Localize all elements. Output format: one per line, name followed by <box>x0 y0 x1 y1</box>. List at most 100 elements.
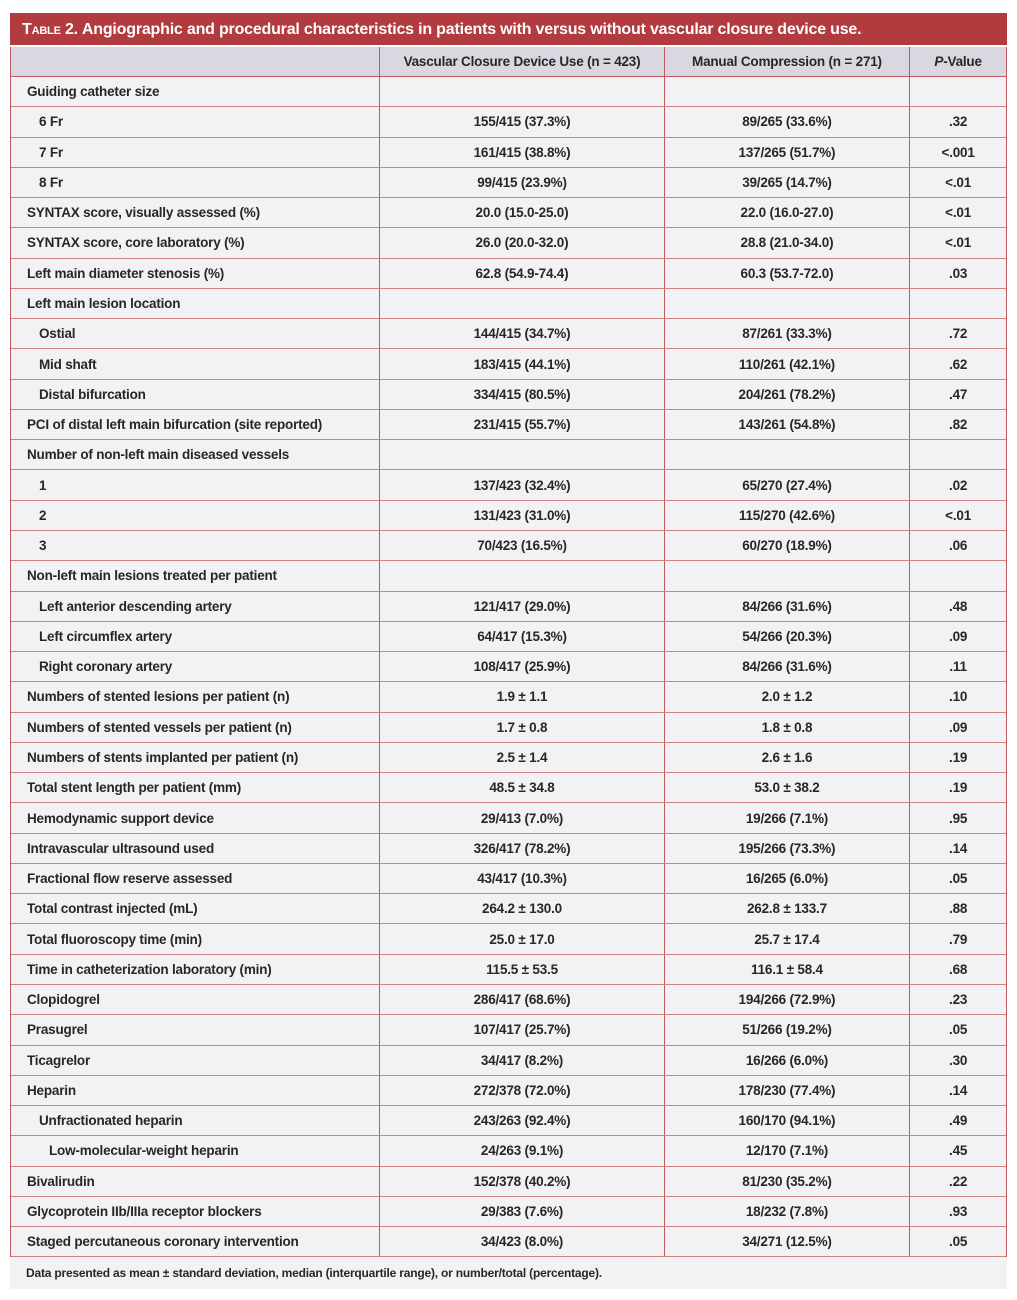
cell-mc: 60.3 (53.7-72.0) <box>663 258 910 288</box>
table-row: Heparin 272/378 (72.0%) 178/230 (77.4%) .14 <box>11 1075 1006 1107</box>
cell-mc: 12/170 (7.1%) <box>663 1136 909 1166</box>
cell-mc: 160/170 (94.1%) <box>663 1106 910 1136</box>
cell-p: .23 <box>909 984 1006 1015</box>
cell-mc: 89/265 (33.6%) <box>663 107 910 137</box>
cell-mc: 143/261 (54.8%) <box>663 409 910 440</box>
cell-vcd: 26.0 (20.0-32.0) <box>379 228 663 258</box>
row-label: Fractional flow reserve assessed <box>27 871 233 887</box>
cell-p: .14 <box>909 1075 1006 1106</box>
table-row: Ostial 144/415 (34.7%) 87/261 (33.3%) .72 <box>11 319 1006 350</box>
cell-p: <.001 <box>909 137 1006 167</box>
table-rows: Guiding catheter size 6 Fr 155/415 (37.3%)… <box>11 77 1006 1258</box>
cell-p: .95 <box>909 803 1006 833</box>
cell-vcd: 34/417 (8.2%) <box>379 1045 663 1075</box>
table-row: Mid shaft 183/415 (44.1%) 110/261 (42.1%).… <box>11 349 1006 380</box>
cell-p: .05 <box>909 1227 1006 1257</box>
cell-vcd: 121/417 (29.0%) <box>379 591 663 621</box>
cell-vcd: 25.0 ± 17.0 <box>379 924 663 954</box>
cell-vcd: 161/415 (38.8%) <box>379 137 663 167</box>
table-row: Fractional flow reserve assessed 43/417 (… <box>11 863 1006 895</box>
row-label: Low-molecular-weight heparin <box>49 1143 239 1159</box>
row-label: Total contrast injected (mL) <box>27 901 198 917</box>
cell-p: .30 <box>909 1045 1006 1075</box>
table-row: Distal bifurcation 334/415 (80.5%) 204/261… <box>11 379 1006 410</box>
table-row: Clopidogrel 286/417 (68.6%) 194/266 (72.9%… <box>11 984 1006 1016</box>
cell-mc: 53.0 ± 38.2 <box>663 773 910 803</box>
table-row: 8 Fr 99/415 (23.9%) 39/265 (14.7%) <.01 <box>11 167 1006 199</box>
cell-p: .72 <box>909 319 1006 349</box>
cell-p: .19 <box>909 742 1006 773</box>
cell-vcd: 2.5 ± 1.4 <box>379 742 663 773</box>
row-label: SYNTAX score, core laboratory (%) <box>27 235 245 251</box>
cell-vcd: 1.9 ± 1.1 <box>379 682 663 712</box>
table-row: Bivalirudin 152/378 (40.2%) 81/230 (35.2%)… <box>11 1166 1006 1197</box>
cell-mc: 137/265 (51.7%) <box>663 137 910 167</box>
cell-vcd: 155/415 (37.3%) <box>379 107 663 137</box>
cell-p <box>909 561 1006 591</box>
table-group-row: Guiding catheter size <box>11 77 1006 108</box>
row-label: Mid shaft <box>39 356 97 372</box>
cell-vcd: 107/417 (25.7%) <box>379 1015 663 1045</box>
table-row: Staged percutaneous coronary interventio… <box>11 1227 1006 1258</box>
table-group-row: Number of non-left main diseased vessels <box>11 440 1006 471</box>
table-row: Total fluoroscopy time (min) 25.0 ± 17.0 2… <box>11 924 1006 955</box>
row-label: 8 Fr <box>39 174 63 190</box>
cell-p: .79 <box>909 924 1006 954</box>
row-label: Guiding catheter size <box>27 84 160 100</box>
table-row: 7 Fr 161/415 (38.8%) 137/265 (51.7%) <.001 <box>11 137 1006 168</box>
cell-p: .88 <box>909 894 1006 924</box>
cell-mc: 262.8 ± 133.7 <box>663 894 910 924</box>
cell-vcd: 29/383 (7.6%) <box>379 1196 663 1227</box>
cell-p: <.01 <box>909 198 1006 228</box>
row-label: 3 <box>39 538 47 554</box>
table-2: Table 2. Angiographic and procedural char… <box>10 13 1007 1290</box>
cell-vcd: 48.5 ± 34.8 <box>379 773 663 803</box>
row-label: Numbers of stented vessels per patient (… <box>27 719 292 735</box>
cell-mc <box>663 288 910 319</box>
cell-p <box>909 288 1006 319</box>
table-row: Total stent length per patient (mm) 48.5 … <box>11 773 1006 804</box>
row-label: Ticagrelor <box>27 1052 91 1068</box>
table-header-row: Vascular Closure Device Use (n = 423) Ma… <box>11 47 1006 77</box>
cell-p: .03 <box>909 258 1006 288</box>
cell-vcd: 231/415 (55.7%) <box>379 409 663 440</box>
table-row: Ticagrelor 34/417 (8.2%) 16/266 (6.0%) .30 <box>11 1045 1006 1076</box>
cell-vcd: 62.8 (54.9-74.4) <box>379 258 663 288</box>
cell-vcd: 115.5 ± 53.5 <box>379 954 663 984</box>
cell-p: .09 <box>909 621 1006 652</box>
header-empty-cell <box>11 47 379 76</box>
cell-vcd: 286/417 (68.6%) <box>379 984 663 1015</box>
cell-p: .10 <box>909 682 1006 712</box>
row-label: Left anterior descending artery <box>39 598 232 614</box>
row-label: PCI of distal left main bifurcation (sit… <box>27 417 323 433</box>
cell-p <box>909 77 1006 107</box>
table-row: Right coronary artery 108/417 (25.9%) 84/2… <box>11 652 1006 683</box>
cell-p: <.01 <box>909 228 1006 258</box>
cell-vcd: 29/413 (7.0%) <box>379 803 663 833</box>
cell-p: .49 <box>909 1106 1006 1136</box>
cell-vcd: 34/423 (8.0%) <box>379 1227 663 1257</box>
cell-p: .62 <box>909 349 1006 379</box>
cell-p: .05 <box>909 863 1006 894</box>
table-row: Glycoprotein IIb/IIIa receptor blockers 2… <box>11 1196 1006 1228</box>
row-label: Clopidogrel <box>27 992 100 1008</box>
cell-p: .47 <box>909 379 1006 409</box>
cell-mc <box>663 561 910 591</box>
table-group-row: Left main lesion location <box>11 288 1006 320</box>
row-label: Prasugrel <box>27 1022 88 1038</box>
cell-vcd: 243/263 (92.4%) <box>379 1106 663 1136</box>
cell-mc: 34/271 (12.5%) <box>663 1227 910 1257</box>
row-label: Bivalirudin <box>27 1173 95 1189</box>
header-vcd-column: Vascular Closure Device Use (n = 423) <box>379 47 663 76</box>
table-row: Prasugrel 107/417 (25.7%) 51/266 (19.2%) .0… <box>11 1015 1006 1046</box>
table-row: 6 Fr 155/415 (37.3%) 89/265 (33.6%) .32 <box>11 107 1006 138</box>
cell-mc: 84/266 (31.6%) <box>663 591 910 621</box>
row-label: Intravascular ultrasound used <box>27 840 215 856</box>
cell-mc <box>663 77 910 107</box>
cell-mc: 204/261 (78.2%) <box>663 379 910 409</box>
cell-mc: 16/265 (6.0%) <box>663 863 910 894</box>
table-row: Time in catheterization laboratory (min)… <box>11 954 1006 985</box>
cell-p: .02 <box>909 470 1006 500</box>
cell-mc: 16/266 (6.0%) <box>663 1045 910 1075</box>
table-row: Unfractionated heparin 243/263 (92.4%) 160… <box>11 1106 1006 1137</box>
